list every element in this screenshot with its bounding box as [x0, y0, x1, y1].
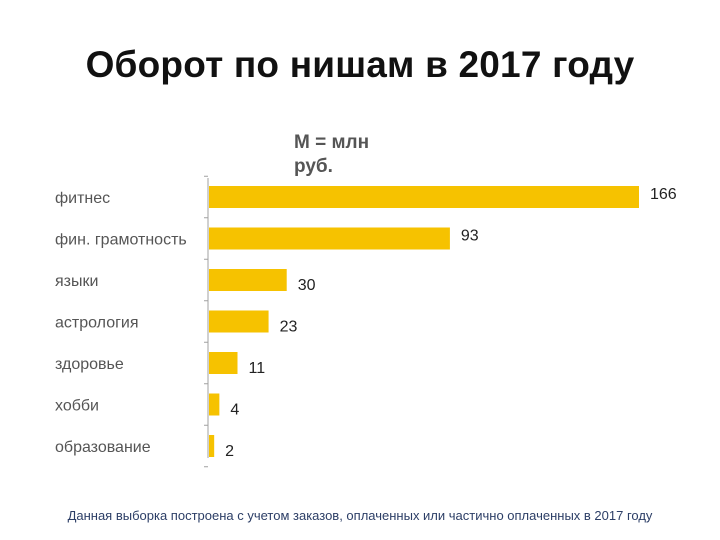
value-label: 166 [650, 186, 677, 203]
value-labels: 166 93 30 23 11 4 2 [225, 186, 677, 460]
bar-6 [209, 393, 220, 416]
category-label: образование [55, 439, 151, 456]
bar-5 [209, 352, 238, 374]
bar-1 [209, 186, 639, 208]
value-label: 93 [461, 228, 479, 245]
category-label: языки [55, 273, 98, 290]
footnote: Данная выборка построена с учетом заказо… [67, 508, 653, 523]
value-label: 30 [298, 277, 316, 294]
category-label: астрология [55, 315, 139, 332]
chart-title: Оборот по нишам в 2017 году [85, 44, 635, 85]
category-label: фитнес [55, 190, 110, 207]
value-label: 23 [280, 319, 298, 336]
bar-3 [209, 269, 287, 291]
bar-4 [209, 310, 269, 333]
category-label: хобби [55, 398, 99, 415]
category-label: здоровье [55, 356, 124, 373]
value-label: 11 [248, 360, 265, 377]
bars-group [209, 186, 639, 457]
value-label: 4 [230, 402, 239, 419]
category-label: фин. грамотность [55, 232, 187, 249]
value-label: 2 [225, 443, 234, 460]
bar-7 [209, 435, 215, 457]
unit-label: М = млн руб. [294, 132, 370, 177]
bar-2 [209, 227, 450, 250]
axis-ticks [204, 175, 208, 468]
category-labels: фитнес фин. грамотность языки астрология здо… [55, 190, 187, 456]
